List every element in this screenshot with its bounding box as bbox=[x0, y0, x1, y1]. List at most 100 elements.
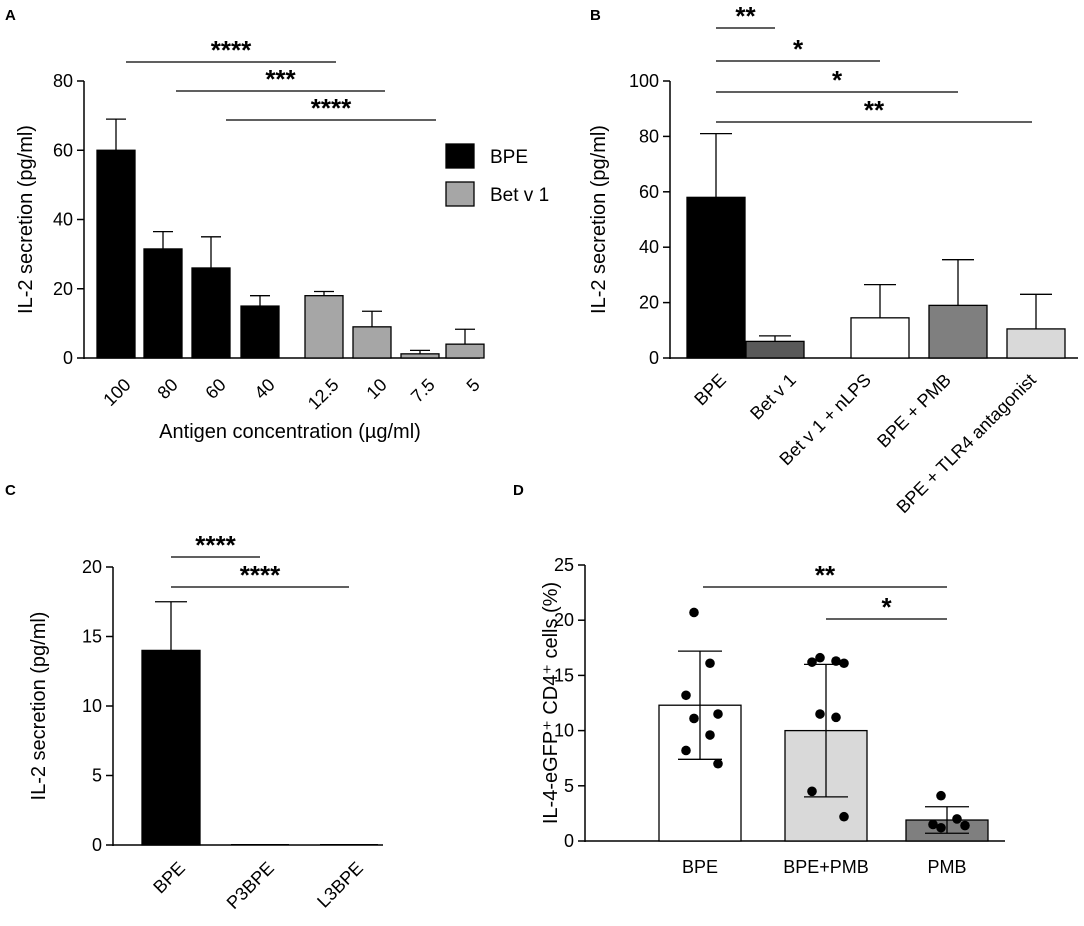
panel-d-data-point bbox=[839, 811, 849, 822]
panel-d-x-tick-label: BPE bbox=[682, 857, 718, 877]
panel-c-x-tick-label: L3BPE bbox=[313, 858, 367, 912]
panel-d-chart: 0 5 10 15 20 25 IL-4-eGFP⁺ CD4⁺ cells (%) BPE BP… bbox=[540, 555, 1005, 877]
panel-d-y-tick-label: 10 bbox=[554, 721, 574, 741]
panel-b-x-tick-label: Bet v 1 bbox=[746, 370, 800, 424]
panel-b-significance-label: * bbox=[793, 34, 804, 64]
panel-b-y-tick-label: 80 bbox=[639, 126, 659, 146]
panel-d-y-tick-label: 25 bbox=[554, 555, 574, 575]
panel-a-significance-label: **** bbox=[311, 93, 352, 123]
panel-d-data-point bbox=[936, 790, 946, 801]
panel-b-significance-label: ** bbox=[735, 1, 756, 31]
panel-a-bar-betv1 bbox=[445, 343, 485, 359]
panel-d-data-point bbox=[681, 690, 691, 701]
panel-b-letter: B bbox=[590, 7, 601, 24]
panel-a-x-tick-label: 12.5 bbox=[304, 375, 343, 414]
panel-d-y-tick-label: 15 bbox=[554, 665, 574, 685]
panel-c-y-tick-label: 5 bbox=[92, 766, 102, 786]
panel-b-bar bbox=[1006, 328, 1066, 359]
panel-c-y-tick-label: 20 bbox=[82, 557, 102, 577]
panel-c-bar bbox=[141, 649, 201, 846]
panel-b-y-tick-label: 0 bbox=[649, 348, 659, 368]
panel-d-data-point bbox=[928, 819, 938, 830]
panel-a-bar-bpe bbox=[143, 248, 183, 359]
panel-a-y-axis-label: IL-2 secretion (pg/ml) bbox=[15, 125, 37, 314]
panel-d-significance-label: * bbox=[881, 592, 892, 622]
panel-c-significance-label: **** bbox=[240, 560, 281, 590]
panel-d-y-tick-label: 0 bbox=[564, 831, 574, 851]
panel-d-data-point bbox=[936, 822, 946, 833]
panel-a-x-tick-label: 40 bbox=[250, 375, 278, 403]
panel-a-x-tick-label: 80 bbox=[153, 375, 181, 403]
panel-a-bar-betv1 bbox=[400, 353, 440, 359]
panel-a-bar-bpe bbox=[96, 149, 136, 359]
panel-c-bar bbox=[320, 844, 378, 845]
panel-d-x-tick-label: PMB bbox=[927, 857, 966, 877]
panel-a-x-tick-label: 5 bbox=[463, 375, 484, 396]
panel-b-significance-label: ** bbox=[864, 95, 885, 125]
panel-d-y-axis-label: IL-4-eGFP⁺ CD4⁺ cells (%) bbox=[540, 582, 562, 824]
panel-d-data-point bbox=[807, 786, 817, 797]
panel-b-y-axis-label: IL-2 secretion (pg/ml) bbox=[588, 125, 610, 314]
panel-c-significance-label: **** bbox=[195, 530, 236, 560]
panel-a-x-axis-label: Antigen concentration (µg/ml) bbox=[159, 421, 421, 443]
panel-b-chart: 0 20 40 60 80 100 IL-2 secretion (pg/ml) BPE Bet… bbox=[588, 1, 1078, 517]
panel-a-bar-betv1 bbox=[352, 326, 392, 359]
panel-b-x-tick-label: BPE + TLR4 antagonist bbox=[893, 370, 1040, 517]
panel-d-letter: D bbox=[513, 482, 524, 499]
panel-b-x-tick-label: BPE + PMB bbox=[873, 370, 955, 452]
panel-d-y-tick-label: 5 bbox=[564, 776, 574, 796]
panel-a-significance-label: *** bbox=[265, 64, 296, 94]
panel-b-y-tick-label: 100 bbox=[629, 71, 659, 91]
panel-c-y-tick-label: 15 bbox=[82, 627, 102, 647]
panel-d-y-tick-label: 20 bbox=[554, 610, 574, 630]
panel-c-chart: 0 5 10 15 20 IL-2 secretion (pg/ml) BPE P3BPE L3… bbox=[28, 530, 383, 913]
panel-b-significance-label: * bbox=[832, 65, 843, 95]
panel-a-legend-swatch bbox=[445, 181, 475, 207]
panel-d-data-point bbox=[960, 820, 970, 831]
panel-a-bar-betv1 bbox=[304, 295, 344, 359]
panel-c-x-tick-label: P3BPE bbox=[223, 858, 278, 913]
panel-b-bar bbox=[745, 340, 805, 359]
panel-d-data-point bbox=[705, 730, 715, 740]
panel-a-y-tick-label: 20 bbox=[53, 279, 73, 299]
panel-d-data-point bbox=[713, 709, 723, 719]
panel-c-letter: C bbox=[5, 482, 16, 499]
panel-d-data-point bbox=[689, 713, 699, 724]
panel-a-x-tick-label: 60 bbox=[201, 375, 229, 403]
panel-c-y-tick-label: 10 bbox=[82, 696, 102, 716]
panel-c-bar bbox=[231, 844, 289, 845]
panel-d-data-point bbox=[689, 607, 699, 618]
panel-d-data-point bbox=[713, 758, 723, 769]
panel-a-x-tick-label: 10 bbox=[362, 375, 390, 403]
panel-c-y-axis-label: IL-2 secretion (pg/ml) bbox=[28, 612, 50, 801]
panel-b-y-tick-label: 20 bbox=[639, 293, 659, 313]
panel-a-y-tick-label: 0 bbox=[63, 348, 73, 368]
panel-b-y-tick-label: 40 bbox=[639, 237, 659, 257]
panel-d-data-point bbox=[681, 745, 691, 756]
panel-d-data-point bbox=[952, 814, 962, 824]
panel-b-y-tick-label: 60 bbox=[639, 182, 659, 202]
panel-a-bar-bpe bbox=[191, 267, 231, 359]
panel-d-data-point bbox=[831, 712, 841, 723]
panel-d-significance-label: ** bbox=[815, 560, 836, 590]
panel-a-significance-label: **** bbox=[211, 35, 252, 65]
panel-b-bar bbox=[850, 317, 910, 359]
panel-d-data-point bbox=[815, 709, 825, 719]
panel-a-letter: A bbox=[5, 7, 16, 24]
panel-a-y-tick-label: 80 bbox=[53, 71, 73, 91]
panel-c-y-tick-label: 0 bbox=[92, 835, 102, 855]
panel-b-bar bbox=[686, 196, 746, 359]
panel-b-x-tick-label: BPE bbox=[690, 370, 730, 410]
panel-d-data-point bbox=[815, 652, 825, 663]
panel-d-data-point bbox=[705, 658, 715, 669]
panel-a-x-tick-label: 100 bbox=[99, 375, 134, 410]
panel-a-chart: 0 20 40 60 80 IL-2 secretion (pg/ml) 100 80 60 40… bbox=[15, 35, 549, 443]
panel-a-legend-label: Bet v 1 bbox=[490, 185, 549, 206]
panel-a-y-tick-label: 40 bbox=[53, 210, 73, 230]
panel-a-x-tick-label: 7.5 bbox=[407, 375, 439, 407]
panel-d-x-tick-label: BPE+PMB bbox=[783, 857, 869, 877]
panel-d-data-point bbox=[839, 658, 849, 669]
panel-d-data-point bbox=[807, 657, 817, 667]
panel-a-bar-bpe bbox=[240, 305, 280, 359]
